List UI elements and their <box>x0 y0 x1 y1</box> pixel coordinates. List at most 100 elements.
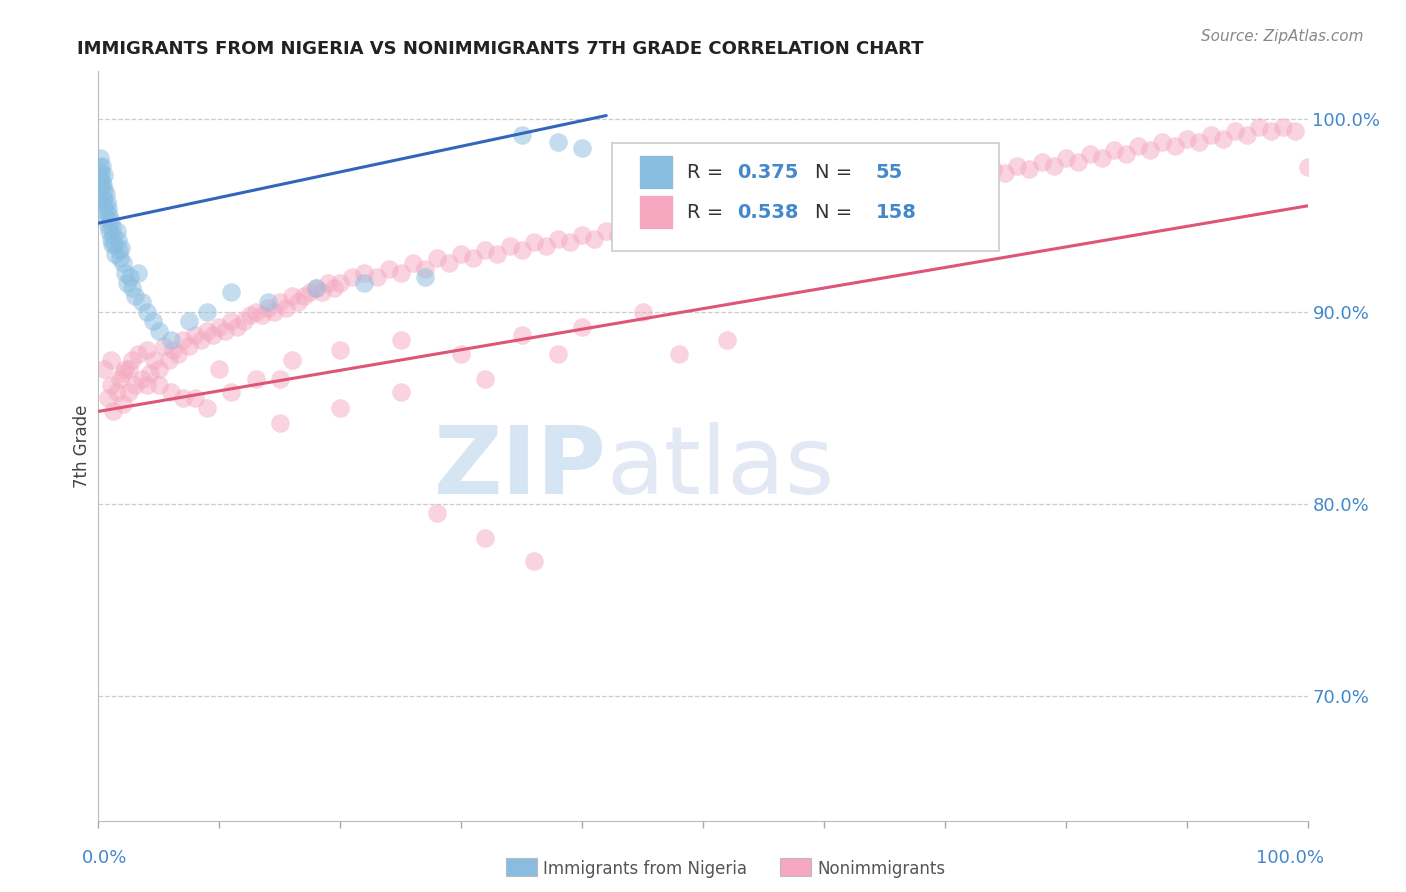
Point <box>910 174 932 188</box>
Point <box>389 334 412 348</box>
Point <box>107 234 129 248</box>
Point <box>1223 124 1246 138</box>
Point <box>108 372 131 386</box>
Point <box>510 128 533 142</box>
Point <box>1249 120 1271 134</box>
Text: IMMIGRANTS FROM NIGERIA VS NONIMMIGRANTS 7TH GRADE CORRELATION CHART: IMMIGRANTS FROM NIGERIA VS NONIMMIGRANTS… <box>77 40 924 58</box>
Point <box>148 324 170 338</box>
Point <box>263 304 285 318</box>
Point <box>813 189 835 203</box>
Point <box>1091 151 1114 165</box>
Point <box>152 339 174 353</box>
Point <box>124 377 146 392</box>
Point <box>97 218 120 232</box>
Point <box>1199 128 1222 142</box>
Point <box>571 141 593 155</box>
Point <box>93 184 115 198</box>
Point <box>1042 159 1064 173</box>
Point <box>437 256 460 270</box>
Point <box>716 334 738 348</box>
Text: Immigrants from Nigeria: Immigrants from Nigeria <box>543 860 747 878</box>
Point <box>135 377 157 392</box>
FancyBboxPatch shape <box>613 143 1000 252</box>
Point <box>946 174 969 188</box>
Text: 0.538: 0.538 <box>737 202 799 222</box>
Point <box>143 352 166 367</box>
Point <box>994 166 1017 180</box>
Point <box>547 231 569 245</box>
Point <box>91 193 114 207</box>
Point <box>93 168 115 182</box>
Point <box>1175 131 1198 145</box>
Point <box>172 391 194 405</box>
Point <box>208 362 231 376</box>
Point <box>90 166 112 180</box>
Point <box>1018 162 1040 177</box>
Point <box>110 241 132 255</box>
Point <box>631 304 654 318</box>
Point <box>389 266 412 280</box>
Point <box>474 243 496 257</box>
Point <box>157 352 180 367</box>
Point <box>93 362 115 376</box>
Point <box>256 301 278 315</box>
Text: N =: N = <box>815 163 859 182</box>
Point <box>91 189 114 203</box>
Point <box>463 251 485 265</box>
Text: R =: R = <box>688 163 730 182</box>
Point <box>245 372 267 386</box>
Point <box>547 347 569 361</box>
Point <box>108 251 131 265</box>
Point <box>800 197 823 211</box>
Point <box>91 178 114 192</box>
Point <box>160 334 183 348</box>
Point <box>1054 151 1077 165</box>
Point <box>131 372 153 386</box>
Point <box>195 401 218 415</box>
Point <box>101 404 124 418</box>
Point <box>100 214 122 228</box>
Point <box>342 269 364 284</box>
Point <box>299 285 322 300</box>
Point <box>142 314 165 328</box>
Point <box>957 166 980 180</box>
Text: Nonimmigrants: Nonimmigrants <box>817 860 945 878</box>
Point <box>139 366 162 380</box>
Point <box>1260 124 1282 138</box>
Point <box>305 281 328 295</box>
Point <box>1139 143 1161 157</box>
Point <box>100 231 122 245</box>
Point <box>148 377 170 392</box>
Point <box>274 301 297 315</box>
Point <box>498 239 520 253</box>
Point <box>752 204 775 219</box>
Point <box>523 554 546 568</box>
Point <box>897 181 920 195</box>
Text: 158: 158 <box>876 202 917 222</box>
Point <box>131 294 153 309</box>
Point <box>547 136 569 150</box>
Point <box>353 276 375 290</box>
Point <box>127 347 149 361</box>
Point <box>450 347 472 361</box>
Point <box>389 385 412 400</box>
Point <box>190 334 212 348</box>
Point <box>117 276 139 290</box>
Point <box>1284 124 1306 138</box>
Point <box>921 178 943 192</box>
Point <box>679 216 702 230</box>
Point <box>121 281 143 295</box>
Point <box>366 269 388 284</box>
Point <box>523 235 546 250</box>
Point <box>1067 154 1090 169</box>
Point <box>377 262 399 277</box>
Point <box>135 304 157 318</box>
Point <box>595 224 617 238</box>
Point <box>1031 154 1053 169</box>
Point <box>111 366 134 380</box>
Point <box>97 391 120 405</box>
Point <box>111 256 134 270</box>
Text: ZIP: ZIP <box>433 423 606 515</box>
Point <box>105 224 128 238</box>
Point <box>96 212 118 227</box>
